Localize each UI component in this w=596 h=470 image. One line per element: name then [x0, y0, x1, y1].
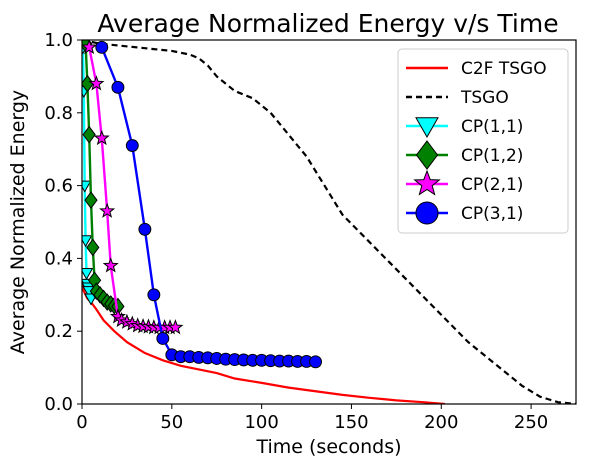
data-point-cp-2-1	[88, 75, 105, 91]
data-point-cp-2-1	[82, 40, 98, 55]
data-point-cp-3-1	[138, 222, 152, 236]
data-point-cp-3-1	[309, 355, 322, 369]
legend-marker	[415, 140, 439, 170]
data-point-cp-1-2	[82, 125, 96, 144]
y-tick-label: 0.0	[44, 394, 73, 415]
y-axis: 0.0 0.2 0.4 0.6 0.8 1.0	[44, 30, 82, 415]
x-tick-label: 0	[76, 412, 87, 433]
y-tick-label: 0.2	[44, 321, 73, 342]
legend-item-cp-1-2: CP(1,2)	[406, 140, 523, 170]
legend-label: CP(1,2)	[461, 146, 523, 166]
data-point-cp-2-1	[93, 129, 110, 146]
series-cp-3-1	[95, 40, 322, 369]
series-tsgo	[82, 40, 576, 404]
legend-item-cp-2-1: CP(2,1)	[406, 169, 523, 196]
legend: C2F TSGO TSGO CP(1,1) CP(1,2) CP(2,1) CP(3,1)	[397, 48, 569, 234]
y-tick-label: 1.0	[44, 30, 73, 51]
x-tick-label: 100	[244, 412, 278, 433]
series-c2f-tsgo	[82, 283, 445, 404]
data-point-cp-1-2	[86, 238, 100, 257]
legend-marker	[413, 169, 441, 196]
x-tick-label: 250	[514, 412, 548, 433]
plot-frame	[81, 39, 577, 405]
series-line-tsgo	[82, 40, 576, 404]
y-tick-label: 0.4	[44, 248, 73, 269]
x-tick-label: 150	[334, 412, 368, 433]
data-point-cp-1-2	[84, 191, 98, 209]
legend-label: CP(1,1)	[461, 117, 523, 137]
series-line-c2f-tsgo	[82, 283, 445, 404]
legend-marker	[415, 201, 439, 225]
x-tick-label: 50	[160, 412, 183, 433]
series-line-cp-3-1	[100, 46, 316, 363]
legend-label: CP(2,1)	[461, 175, 523, 195]
data-point-cp-3-1	[125, 139, 139, 153]
y-tick-label: 0.8	[44, 103, 73, 124]
legend-item-cp-3-1: CP(3,1)	[406, 201, 523, 225]
legend-label: CP(3,1)	[461, 204, 523, 224]
x-axis-label: Time (seconds)	[255, 436, 401, 458]
legend-box	[397, 48, 569, 234]
series-cp-1-2	[82, 40, 125, 316]
series-line-cp-2-1	[88, 47, 176, 329]
data-point-cp-3-1	[111, 80, 125, 94]
legend-item-tsgo: TSGO	[406, 88, 509, 108]
x-axis: 0 50 100 150 200 250	[76, 404, 548, 433]
legend-item-cp-1-1: CP(1,1)	[406, 117, 523, 139]
y-tick-label: 0.6	[44, 176, 73, 197]
y-axis-label: Average Normalized Energy	[7, 90, 29, 354]
plot-series	[82, 40, 576, 404]
legend-item-c2f-tsgo: C2F TSGO	[406, 59, 547, 79]
chart-title: Average Normalized Energy v/s Time	[97, 9, 558, 38]
legend-label: C2F TSGO	[461, 59, 547, 79]
data-point-cp-1-1	[82, 267, 94, 280]
data-point-cp-3-1	[156, 332, 170, 345]
data-point-cp-3-1	[95, 40, 109, 54]
legend-label: TSGO	[460, 88, 509, 108]
legend-marker	[415, 117, 439, 139]
data-point-cp-2-1	[167, 319, 184, 335]
data-point-cp-3-1	[147, 288, 161, 302]
data-point-cp-2-1	[102, 257, 119, 273]
data-point-cp-1-1	[82, 180, 92, 193]
data-point-cp-2-1	[99, 202, 116, 218]
x-tick-label: 200	[424, 412, 458, 433]
